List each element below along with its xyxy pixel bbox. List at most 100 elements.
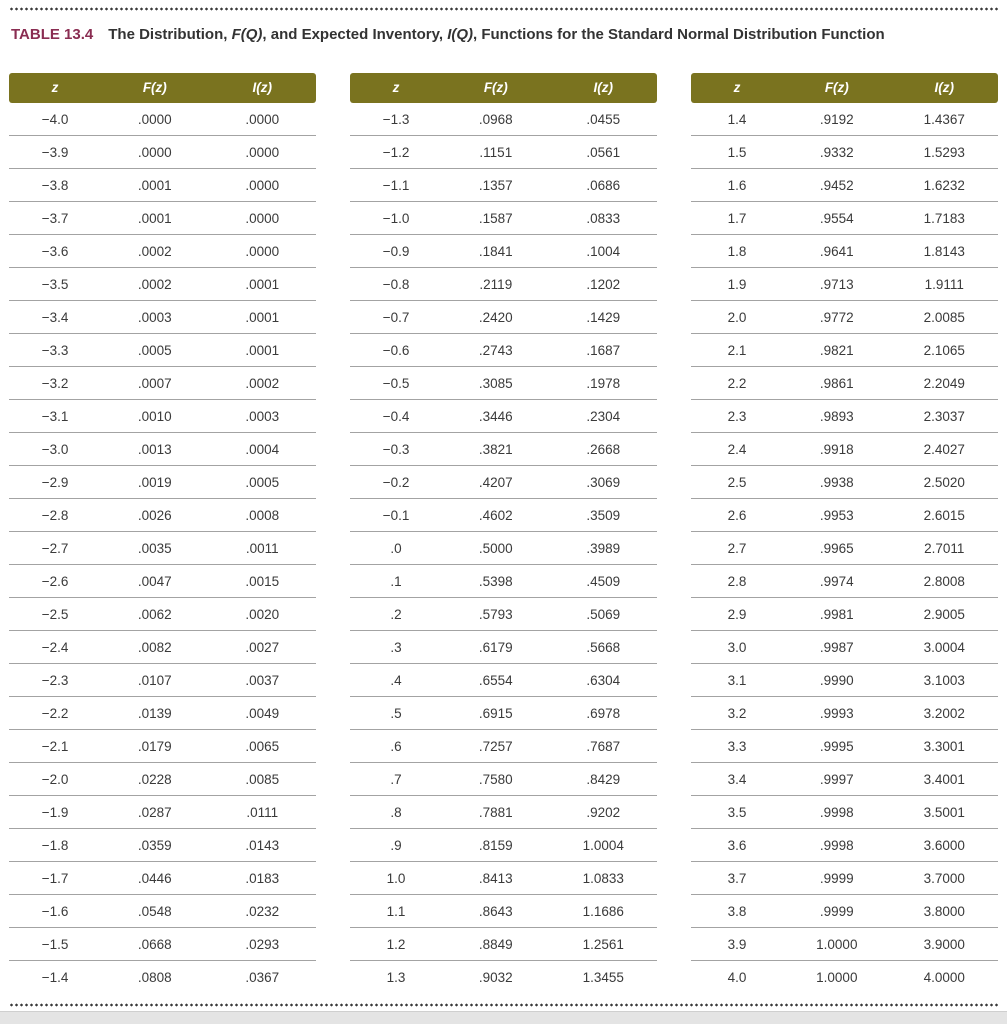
cell-Iz: .6304 [549, 663, 657, 698]
cell-Fz: .0003 [101, 300, 209, 335]
table-row: .5.6915.6978 [350, 696, 657, 731]
cell-z: −3.1 [9, 399, 102, 434]
cell-z: −0.6 [350, 333, 443, 368]
column-header: I(z) [208, 72, 316, 103]
cell-Fz: .5000 [442, 531, 550, 566]
cell-z: 1.7 [691, 201, 784, 236]
table-row: 3.9 1.0000 3.9000 [691, 927, 998, 962]
cell-Iz: 1.0833 [549, 861, 657, 896]
table-row: −3.3.0005.0001 [9, 333, 316, 368]
cell-Iz: 1.7183 [890, 201, 998, 236]
cell-Iz: .3069 [549, 465, 657, 500]
table-row: −2.3.0107.0037 [9, 663, 316, 698]
cell-z: .9 [350, 828, 443, 863]
cell-Iz: 2.6015 [890, 498, 998, 533]
cell-Fz: .9032 [442, 960, 550, 994]
table-label: TABLE 13.4 [11, 26, 94, 43]
cell-z: −0.2 [350, 465, 443, 500]
table-row: 1.7.9554 1.7183 [691, 201, 998, 236]
cell-z: −3.6 [9, 234, 102, 269]
cell-Fz: .1151 [442, 135, 550, 170]
cell-Fz: .9452 [783, 168, 891, 203]
cell-z: .7 [350, 762, 443, 797]
column-header: I(z) [549, 72, 657, 103]
cell-Iz: .0232 [208, 894, 316, 929]
cell-Iz: 1.3455 [549, 960, 657, 994]
cell-z: 1.1 [350, 894, 443, 929]
cell-Iz: .1202 [549, 267, 657, 302]
cell-z: .8 [350, 795, 443, 830]
table-row: 2.2.9861 2.2049 [691, 366, 998, 401]
cell-Fz: .0287 [101, 795, 209, 830]
table-row: −1.2.1151.0561 [350, 135, 657, 170]
table-row: −2.9.0019.0005 [9, 465, 316, 500]
cell-Iz: .0037 [208, 663, 316, 698]
cell-z: 1.6 [691, 168, 784, 203]
cell-Fz: .6915 [442, 696, 550, 731]
cell-Fz: .4207 [442, 465, 550, 500]
cell-z: 2.5 [691, 465, 784, 500]
table-row: .7.7580.8429 [350, 762, 657, 797]
cell-Iz: .1978 [549, 366, 657, 401]
normal-distribution-table: z F(z) I(z) 1.4.9192 1.4367 1.5.9332 1.5293 1.6… [691, 72, 998, 994]
cell-z: .0 [350, 531, 443, 566]
cell-Iz: .0111 [208, 795, 316, 830]
cell-Iz: .0000 [208, 201, 316, 236]
cell-Iz: .9202 [549, 795, 657, 830]
column-header: z [691, 72, 784, 103]
cell-Fz: .9772 [783, 300, 891, 335]
cell-Fz: .9999 [783, 894, 891, 929]
cell-z: −1.1 [350, 168, 443, 203]
cell-z: .2 [350, 597, 443, 632]
cell-Fz: .0228 [101, 762, 209, 797]
table-row: 3.1.9990 3.1003 [691, 663, 998, 698]
cell-z: −3.8 [9, 168, 102, 203]
cell-Fz: .0179 [101, 729, 209, 764]
cell-z: −2.8 [9, 498, 102, 533]
table-row: −0.1.4602.3509 [350, 498, 657, 533]
cell-Iz: .1429 [549, 300, 657, 335]
cell-Iz: .0020 [208, 597, 316, 632]
column-header: F(z) [101, 72, 209, 103]
cell-Fz: .0002 [101, 234, 209, 269]
cell-Iz: 1.2561 [549, 927, 657, 962]
cell-z: 2.7 [691, 531, 784, 566]
cell-Fz: .4602 [442, 498, 550, 533]
cell-Iz: .0686 [549, 168, 657, 203]
cell-z: −1.4 [9, 960, 102, 994]
table-row: −0.2.4207.3069 [350, 465, 657, 500]
table-row: −1.9.0287.0111 [9, 795, 316, 830]
cell-z: 1.0 [350, 861, 443, 896]
cell-z: 2.8 [691, 564, 784, 599]
table-row: −3.1.0010.0003 [9, 399, 316, 434]
cell-Fz: .0808 [101, 960, 209, 994]
cell-Iz: 1.8143 [890, 234, 998, 269]
table-row: −1.0.1587.0833 [350, 201, 657, 236]
cell-z: .3 [350, 630, 443, 665]
cell-z: .5 [350, 696, 443, 731]
table-row: 1.3.9032 1.3455 [350, 960, 657, 994]
table-row: −1.5.0668.0293 [9, 927, 316, 962]
table-row: −2.6.0047.0015 [9, 564, 316, 599]
cell-Iz: .0000 [208, 234, 316, 269]
cell-Iz: 3.2002 [890, 696, 998, 731]
cell-Fz: .7257 [442, 729, 550, 764]
table-row: −1.6.0548.0232 [9, 894, 316, 929]
cell-Iz: .0008 [208, 498, 316, 533]
cell-Iz: .0002 [208, 366, 316, 401]
cell-Fz: .9993 [783, 696, 891, 731]
table-row: −0.4.3446.2304 [350, 399, 657, 434]
cell-Iz: .0000 [208, 135, 316, 170]
table-row: .6.7257.7687 [350, 729, 657, 764]
cell-Iz: 2.2049 [890, 366, 998, 401]
cell-z: −1.8 [9, 828, 102, 863]
cell-z: −2.7 [9, 531, 102, 566]
cell-Fz: .9332 [783, 135, 891, 170]
cell-Fz: .0548 [101, 894, 209, 929]
column-header: F(z) [783, 72, 891, 103]
cell-Iz: 2.8008 [890, 564, 998, 599]
cell-Fz: .9554 [783, 201, 891, 236]
cell-Fz: .0668 [101, 927, 209, 962]
cell-z: −0.8 [350, 267, 443, 302]
cell-z: −1.7 [9, 861, 102, 896]
